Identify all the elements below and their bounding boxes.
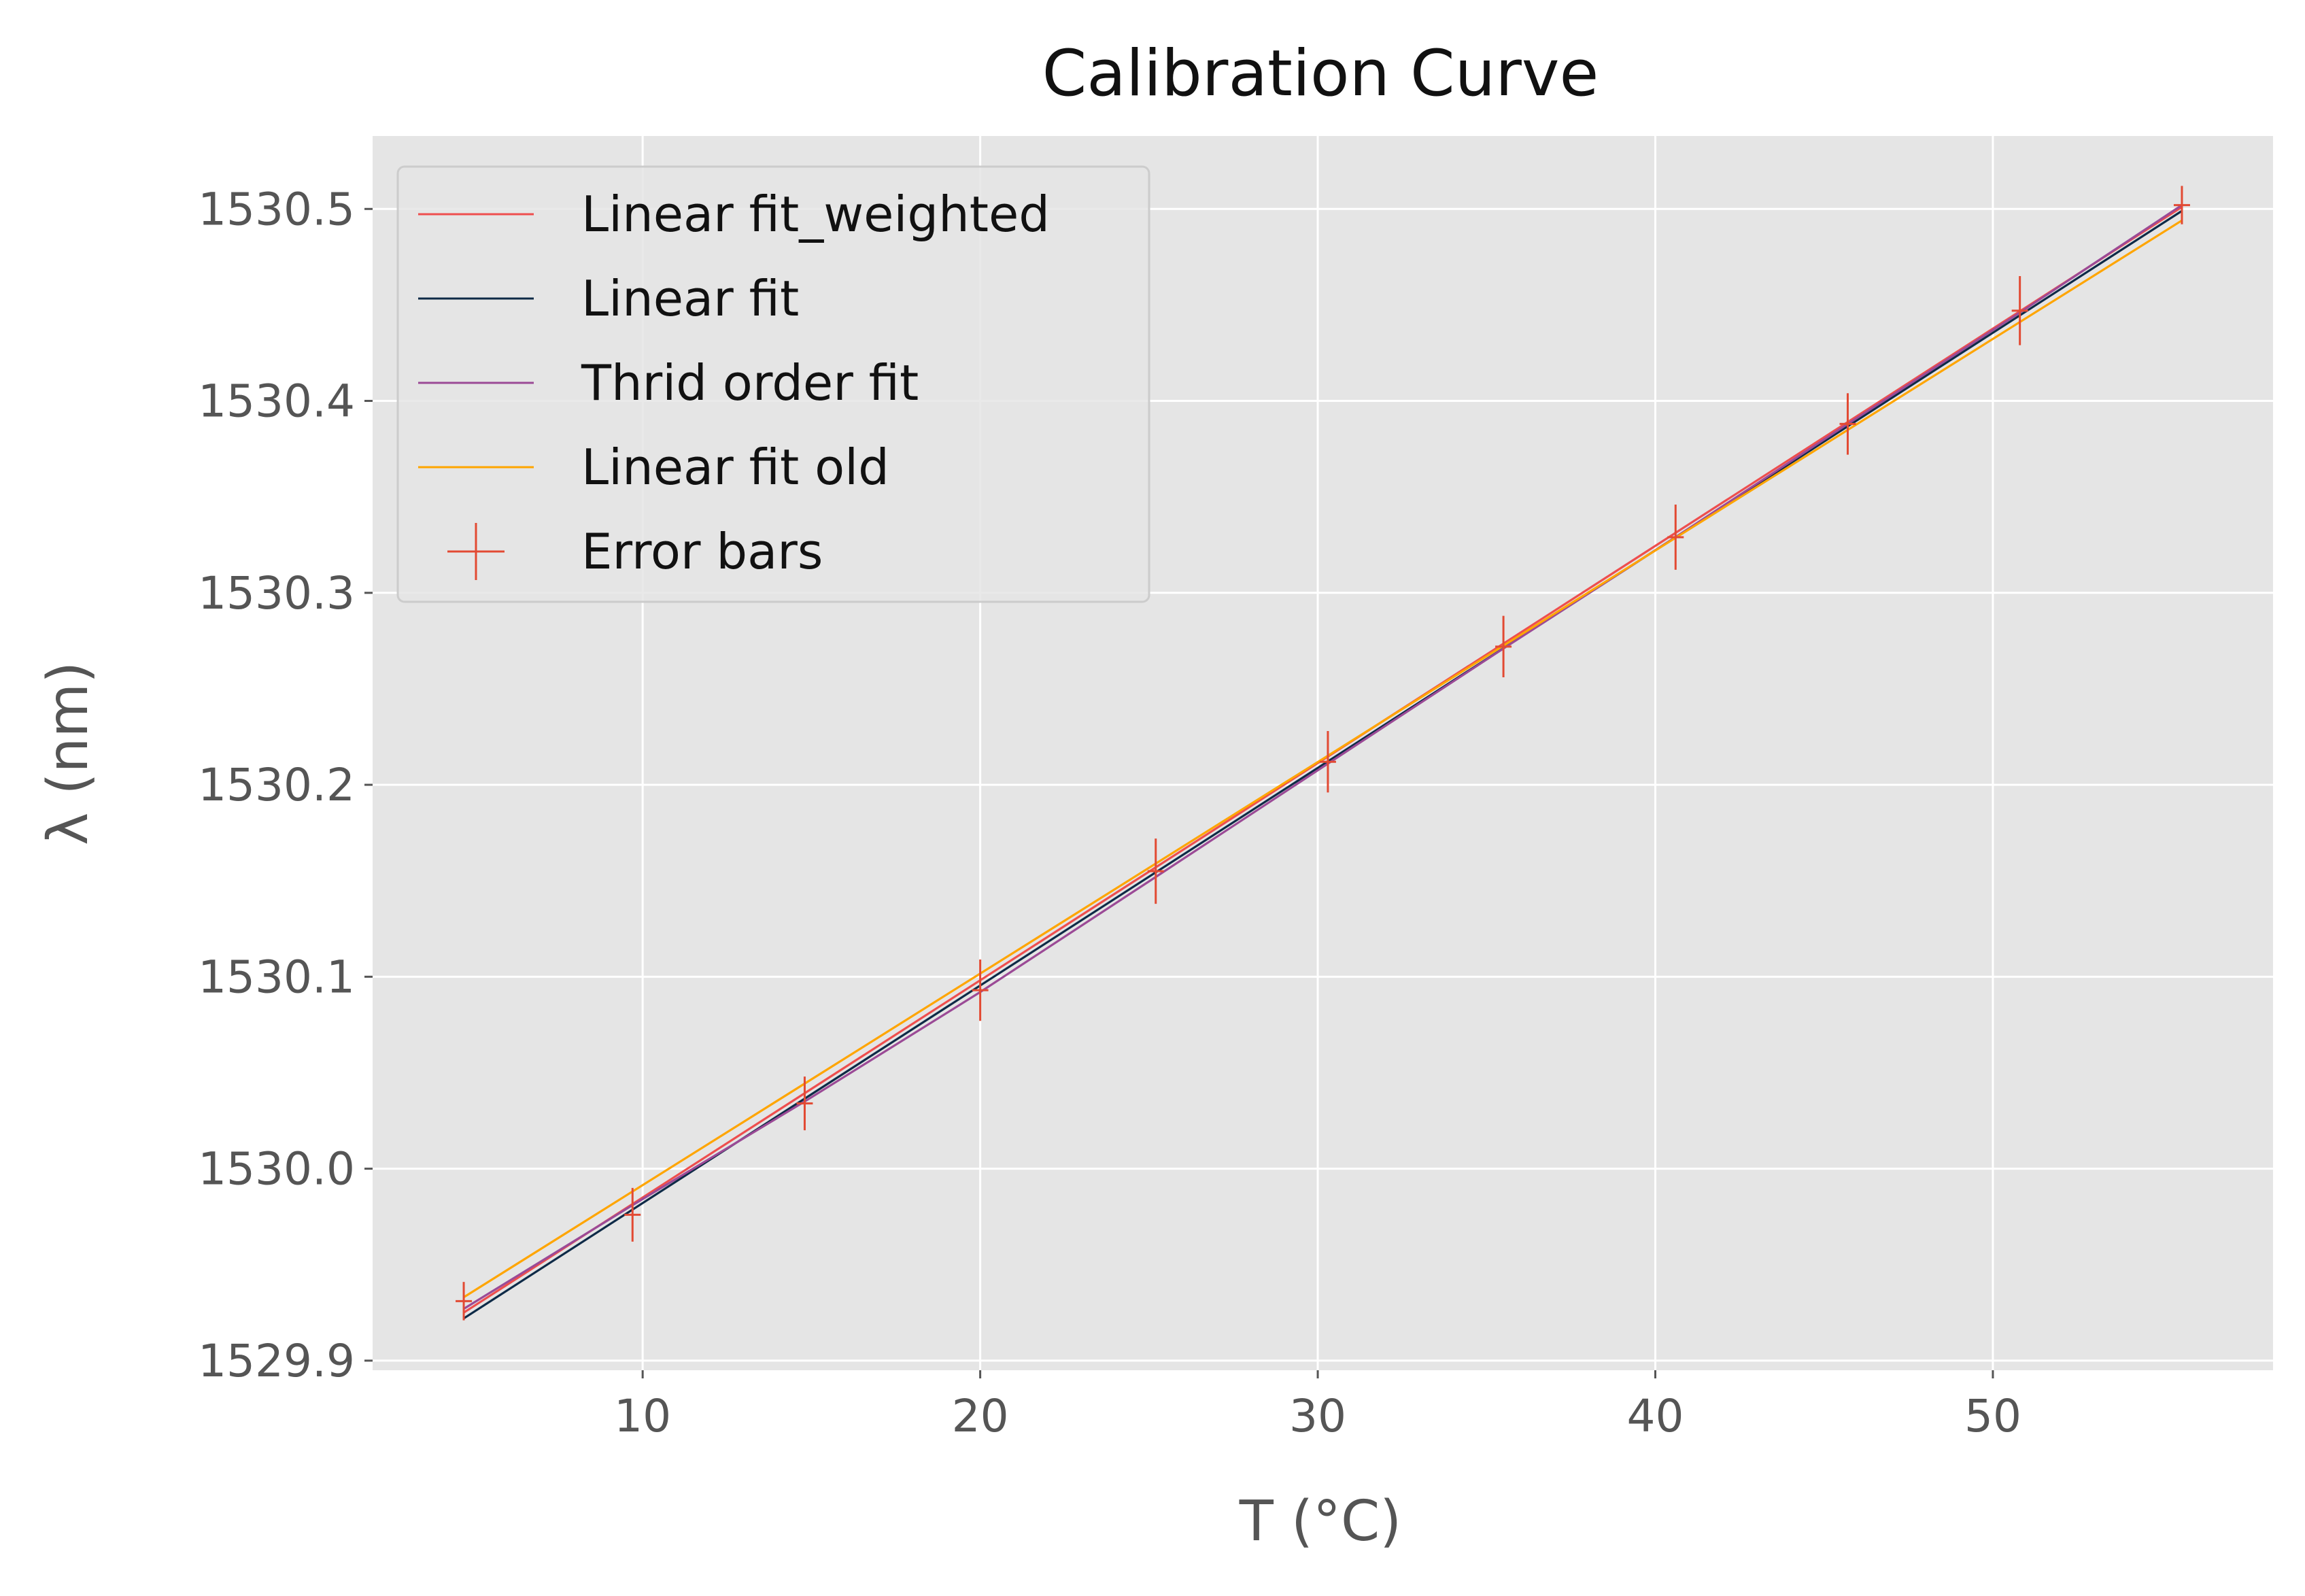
legend-label: Error bars (581, 523, 823, 580)
y-tick-label: 1530.5 (198, 183, 355, 235)
y-tick-label: 1530.0 (198, 1143, 355, 1195)
ticks: 10 20 30 40 50 1529.9 1530.0 1530.1 1530.2 1530.3… (198, 183, 2021, 1442)
grid (373, 136, 2273, 1370)
legend-label: Linear fit old (581, 439, 889, 496)
y-tick-label: 1530.2 (198, 759, 355, 811)
x-tick-label: 40 (1627, 1390, 1684, 1442)
y-tick-label: 1530.1 (198, 951, 355, 1003)
x-tick-label: 10 (614, 1390, 671, 1442)
x-tick-label: 50 (1964, 1390, 2021, 1442)
legend-label: Thrid order fit (581, 354, 919, 411)
legend-frame (396, 165, 1150, 603)
legend-label: Linear fit_weighted (581, 186, 1050, 243)
x-axis-label: T (°C) (1239, 1489, 1401, 1554)
legend-label: Linear fit (581, 270, 799, 327)
y-axis-label: λ (nm) (36, 662, 101, 845)
legend: Linear fit_weighted Linear fit Thrid order… (396, 165, 1150, 603)
x-tick-label: 30 (1289, 1390, 1346, 1442)
chart-title: Calibration Curve (1042, 37, 1599, 111)
series-linear-fit-old (463, 219, 2183, 1299)
y-tick-label: 1529.9 (198, 1335, 355, 1387)
x-tick-label: 20 (952, 1390, 1009, 1442)
y-tick-label: 1530.4 (198, 375, 355, 428)
y-tick-label: 1530.3 (198, 567, 355, 619)
legend-items: Linear fit_weighted Linear fit Thrid order… (418, 186, 1050, 580)
series-layer (456, 186, 2190, 1321)
